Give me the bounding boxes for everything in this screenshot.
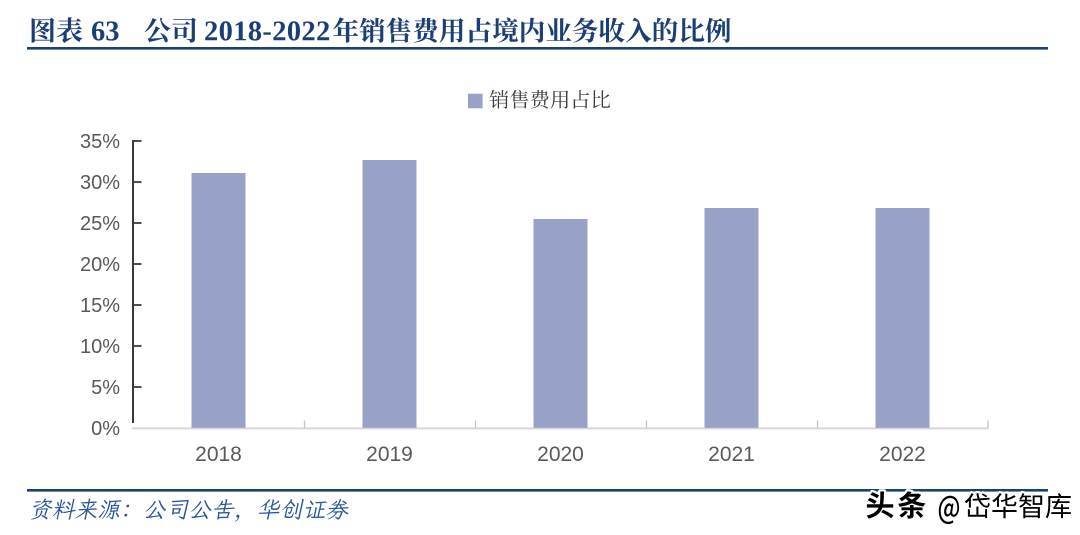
svg-text:2018: 2018	[195, 443, 242, 466]
svg-text:2022: 2022	[879, 443, 926, 466]
svg-text:25%: 25%	[80, 213, 120, 235]
svg-text:2019: 2019	[366, 443, 413, 466]
svg-text:0%: 0%	[91, 418, 120, 440]
svg-text:30%: 30%	[80, 172, 120, 194]
svg-text:15%: 15%	[80, 295, 120, 317]
svg-text:35%: 35%	[80, 131, 120, 153]
svg-text:2021: 2021	[708, 443, 755, 466]
svg-text:5%: 5%	[91, 377, 120, 399]
svg-text:20%: 20%	[80, 254, 120, 276]
svg-text:10%: 10%	[80, 336, 120, 358]
svg-text:2020: 2020	[537, 443, 584, 466]
